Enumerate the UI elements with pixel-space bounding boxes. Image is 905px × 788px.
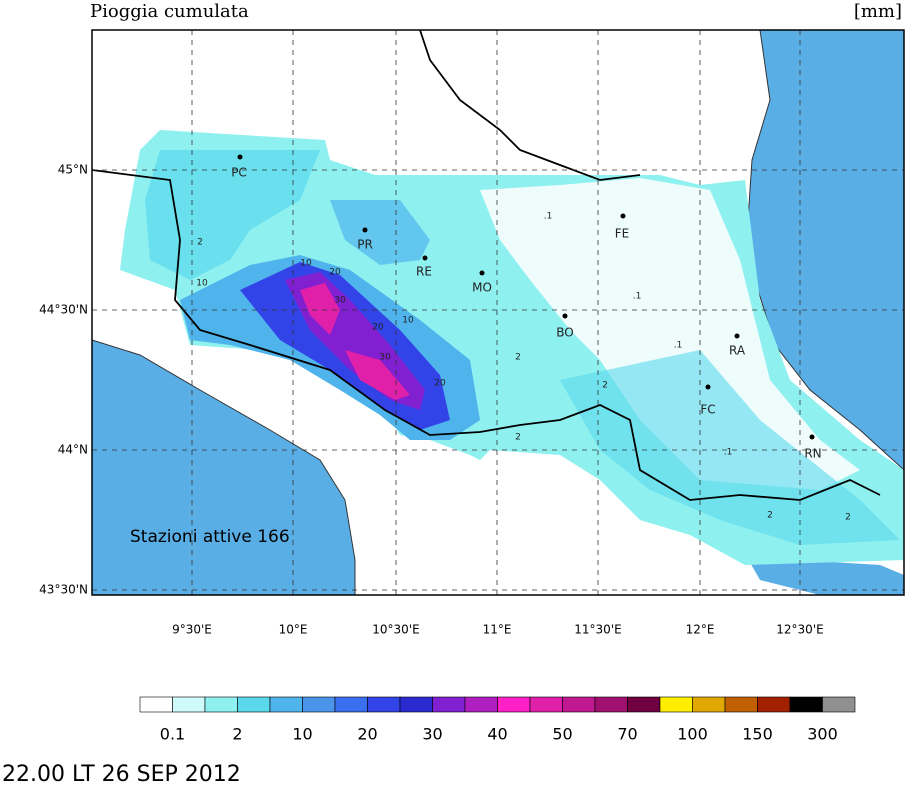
lon-label: 11°E: [483, 623, 512, 637]
timestamp: 22.00 LT 26 SEP 2012: [2, 762, 241, 787]
rain-field-40mm: [300, 283, 410, 400]
contour-label: .1: [674, 341, 683, 351]
colorbar-label: 2: [232, 725, 242, 744]
city-marker: [809, 434, 815, 440]
contour-label: 2: [845, 513, 851, 523]
colorbar-cell: [334, 696, 368, 713]
rain-field-west: [145, 150, 320, 280]
city-label: PC: [231, 166, 247, 180]
unit: [mm]: [854, 1, 902, 22]
contour-label: 2: [197, 238, 203, 248]
colorbar-cell: [529, 696, 563, 713]
colorbar-cell: [627, 696, 661, 713]
rain-field-parma: [330, 200, 430, 265]
colorbar-cell: [692, 696, 726, 713]
lat-label: 45°N: [58, 163, 88, 177]
colorbar-cell: [822, 696, 856, 713]
colorbar-label: 150: [742, 725, 773, 744]
colorbar-cell: [237, 696, 271, 713]
colorbar-label: 0.1: [160, 725, 185, 744]
city-label: BO: [556, 326, 573, 340]
contour-label: .1: [633, 292, 642, 302]
contour-label: 20: [329, 268, 341, 278]
city-marker: [479, 270, 485, 276]
city-label: RN: [804, 447, 821, 461]
city-marker: [422, 255, 428, 261]
city-label: PR: [357, 238, 373, 252]
contour-label: 10: [402, 316, 414, 326]
city-marker: [562, 313, 568, 319]
title: Pioggia cumulata: [90, 1, 249, 22]
colorbar: 0.1 2 10 20 30 40 50 70 100 150 300: [139, 696, 856, 744]
colorbar-label: 300: [807, 725, 838, 744]
colorbar-cell: [172, 696, 206, 713]
lon-label: 12°E: [686, 623, 715, 637]
city-label: FC: [700, 403, 715, 417]
colorbar-label: 100: [677, 725, 708, 744]
city-label: FE: [615, 227, 629, 241]
city-marker: [620, 213, 626, 219]
lon-label: 10°30'E: [372, 623, 419, 637]
city-marker: [237, 154, 243, 160]
region-border: [91, 29, 881, 501]
rain-field-east: [560, 350, 900, 545]
colorbar-label: 40: [487, 725, 507, 744]
colorbar-cell: [497, 696, 531, 713]
map-frame: [91, 29, 905, 596]
colorbar-cell: [464, 696, 498, 713]
colorbar-cell: [269, 696, 303, 713]
colorbar-cell: [399, 696, 433, 713]
contour-label: 10: [196, 279, 208, 289]
city-label: MO: [472, 281, 492, 295]
lat-label: 44°30'N: [39, 303, 88, 317]
colorbar-cell: [432, 696, 466, 713]
colorbar-cell: [204, 696, 238, 713]
lon-label: 12°30'E: [776, 623, 823, 637]
colorbar-cell: [594, 696, 628, 713]
lon-label: 9°30'E: [172, 623, 212, 637]
lon-label: 11°30'E: [574, 623, 621, 637]
contour-label: 20: [434, 379, 446, 389]
city-marker: [705, 384, 711, 390]
grid: [92, 30, 904, 595]
contour-label: 2: [515, 353, 521, 363]
contour-label: 2: [515, 433, 521, 443]
colorbar-cell: [789, 696, 823, 713]
stations-note: Stazioni attive 166: [130, 527, 290, 547]
colorbar-cell: [724, 696, 758, 713]
lat-label: 44°N: [58, 443, 88, 457]
contour-label: 30: [334, 296, 346, 306]
map-area: [91, 29, 905, 596]
contour-label: .1: [544, 212, 553, 222]
city-label: RA: [729, 344, 746, 358]
colorbar-cell: [757, 696, 791, 713]
city-label: RE: [416, 265, 432, 279]
colorbar-cell: [302, 696, 336, 713]
colorbar-label: 70: [617, 725, 637, 744]
colorbar-label: 50: [552, 725, 572, 744]
contour-label: 30: [379, 353, 391, 363]
contour-label: 2: [767, 511, 773, 521]
rain-field-low: [480, 178, 860, 490]
city-marker: [362, 227, 368, 233]
contour-label: 2: [602, 381, 608, 391]
lat-label: 43°30'N: [39, 583, 88, 597]
contour-label: 20: [372, 323, 384, 333]
lon-label: 10°E: [279, 623, 308, 637]
city-marker: [734, 333, 740, 339]
contour-label: .1: [724, 448, 733, 458]
colorbar-label: 20: [357, 725, 377, 744]
colorbar-label: 10: [292, 725, 312, 744]
colorbar-cell: [139, 696, 173, 713]
colorbar-cell: [562, 696, 596, 713]
colorbar-cell: [659, 696, 693, 713]
contour-label: 10: [300, 259, 312, 269]
colorbar-label: 30: [422, 725, 442, 744]
colorbar-cell: [367, 696, 401, 713]
